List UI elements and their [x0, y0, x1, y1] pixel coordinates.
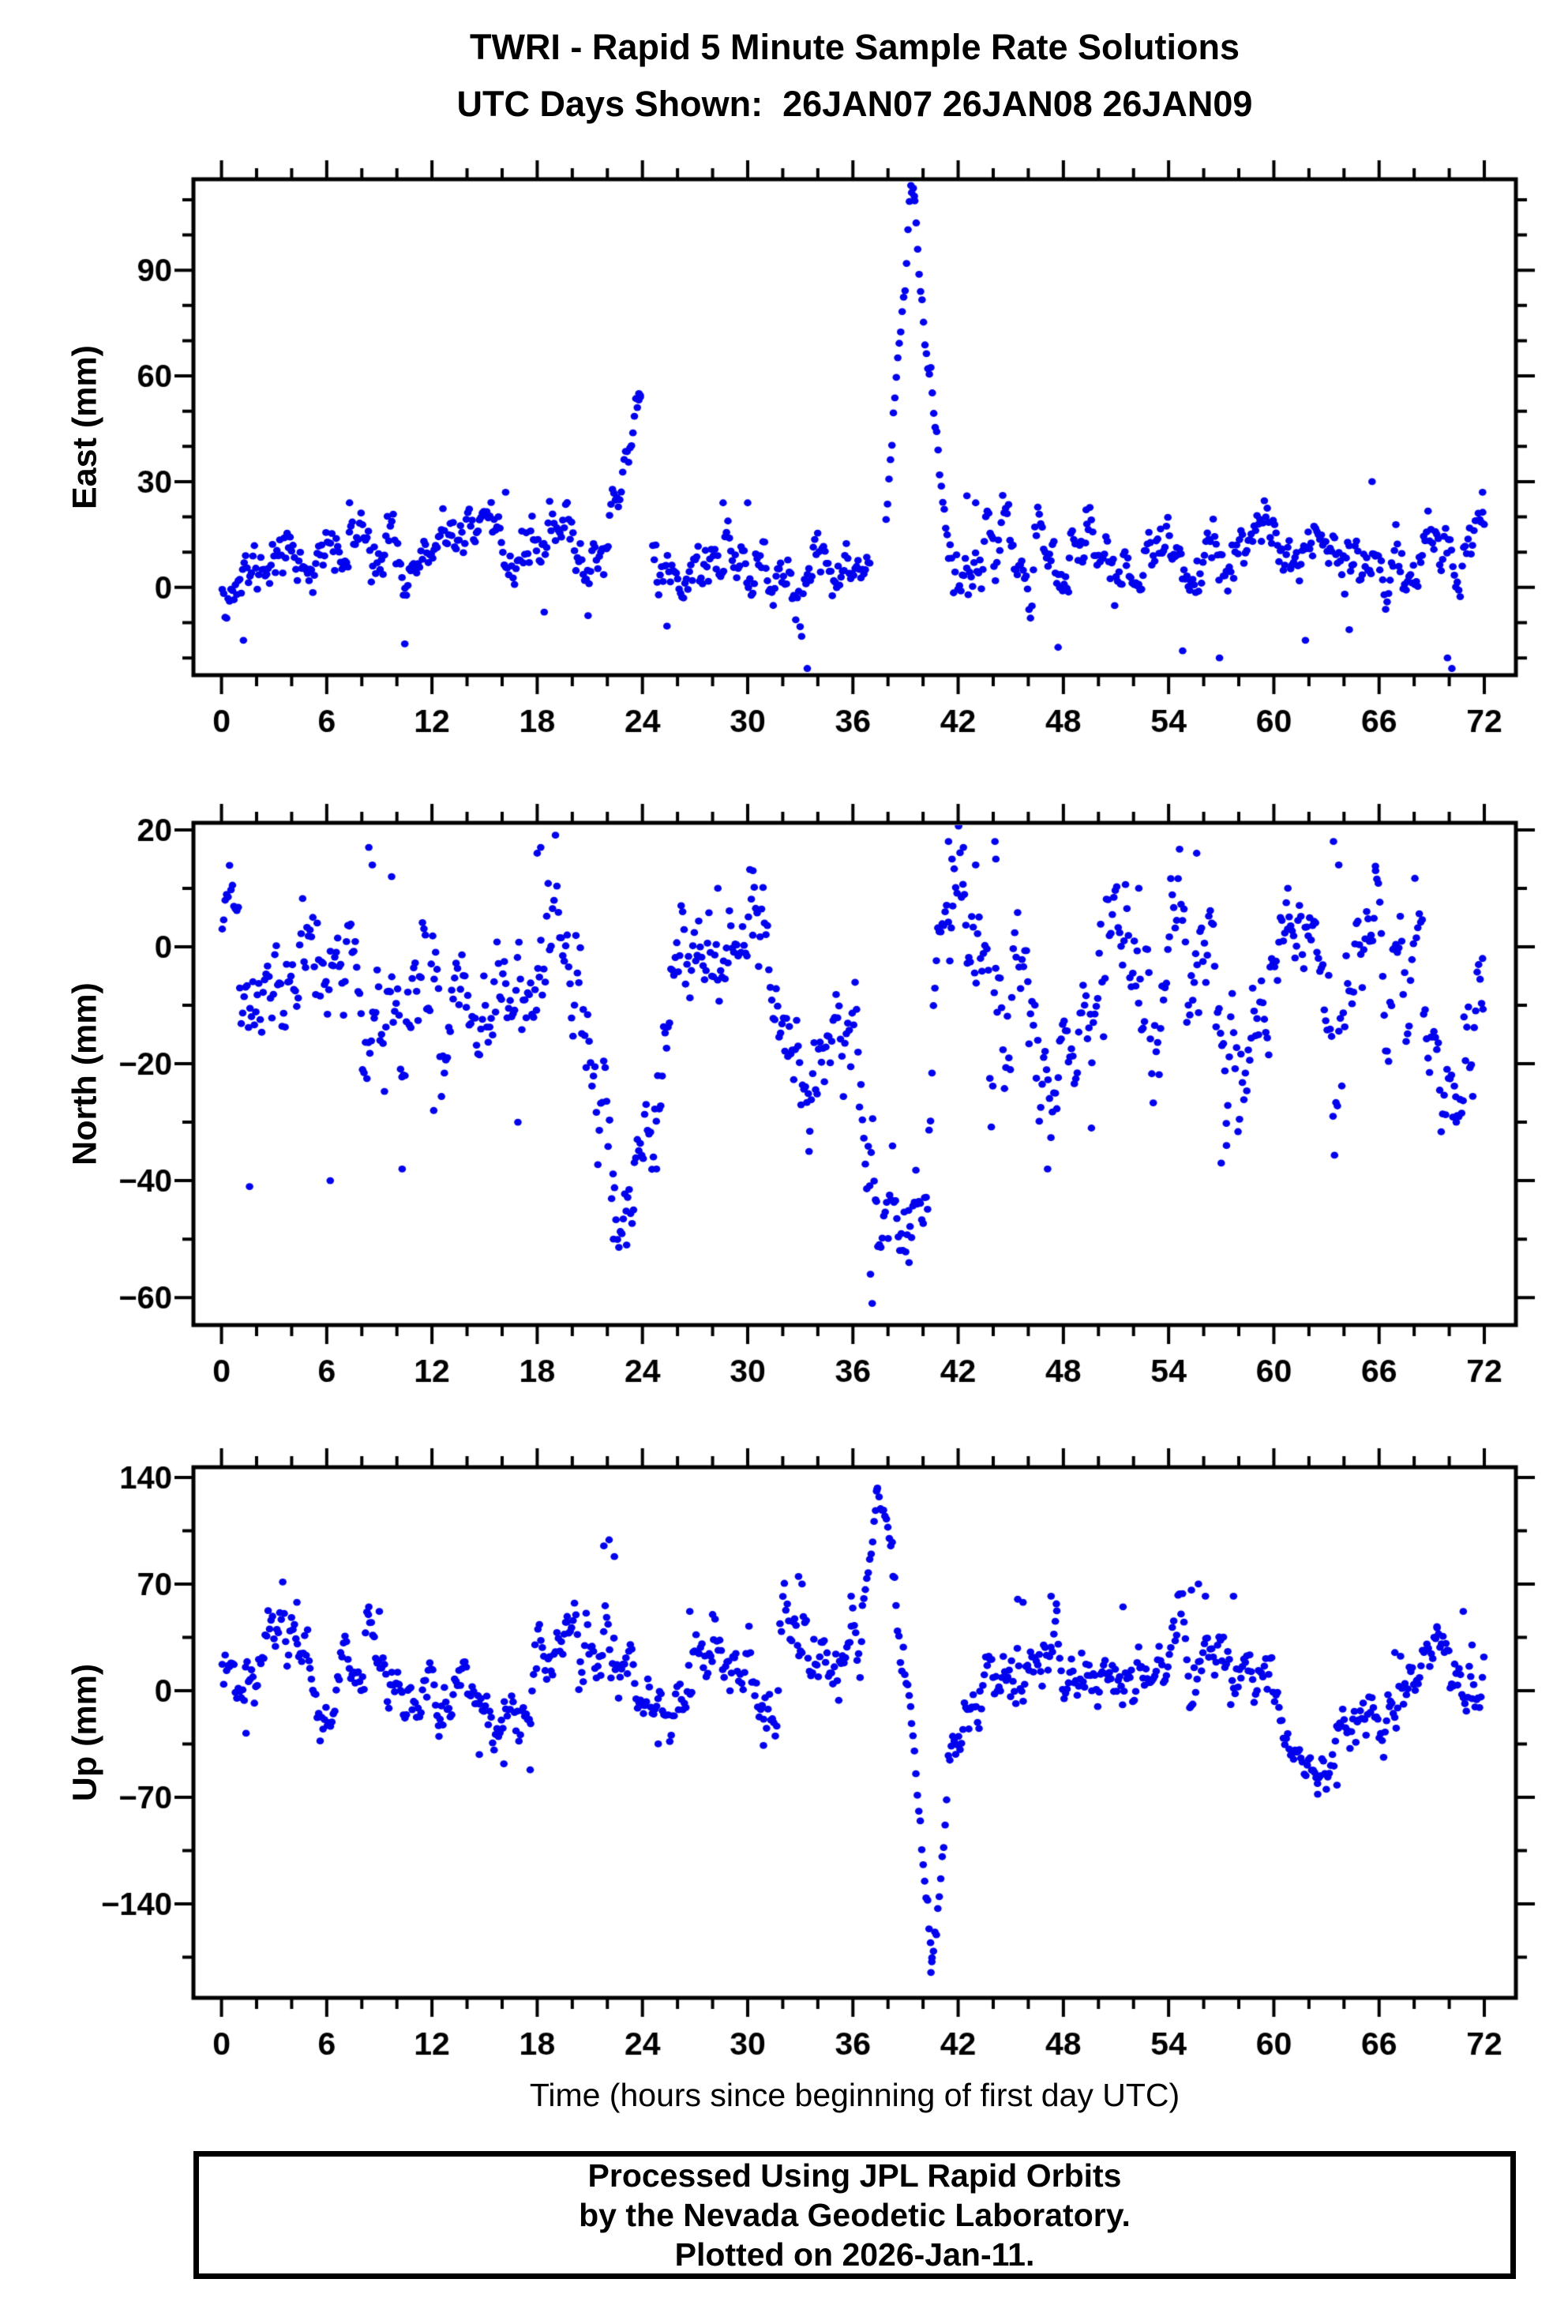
- plot-title: TWRI - Rapid 5 Minute Sample Rate Soluti…: [469, 27, 1240, 67]
- footer-line-3: Plotted on 2026-Jan-11.: [674, 2236, 1035, 2273]
- y-axis-label-up: Up (mm): [66, 1663, 104, 1802]
- footer-box: Processed Using JPL Rapid Orbits by the …: [193, 2151, 1516, 2279]
- plot-subtitle: UTC Days Shown: 26JAN07 26JAN08 26JAN09: [456, 84, 1253, 124]
- y-axis-label-north: North (mm): [66, 982, 104, 1166]
- x-axis-label: Time (hours since beginning of first day…: [529, 2077, 1180, 2113]
- footer-line-1: Processed Using JPL Rapid Orbits: [587, 2157, 1122, 2194]
- y-axis-label-east: East (mm): [66, 345, 104, 509]
- footer-line-2: by the Nevada Geodetic Laboratory.: [579, 2197, 1131, 2233]
